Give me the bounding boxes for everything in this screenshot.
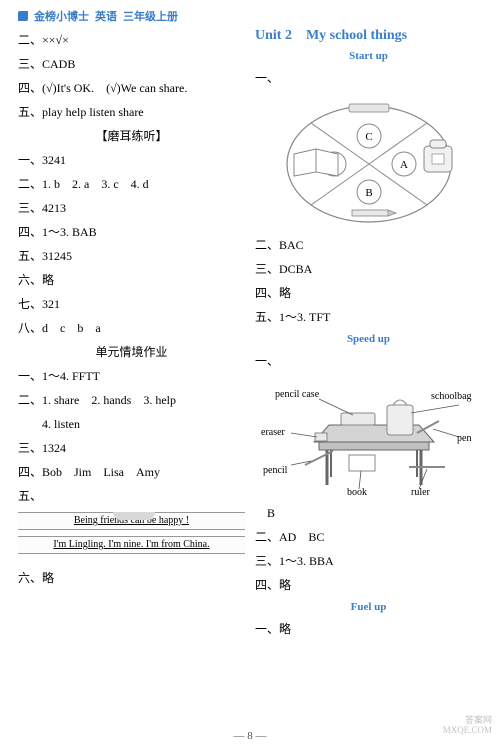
pie-letter-c: C xyxy=(365,131,372,143)
hw-2a: 二、1. share 2. hands 3. help xyxy=(18,388,245,412)
sp-1: 一、 xyxy=(255,349,482,373)
ear-3: 三、4213 xyxy=(18,196,245,220)
fu-1: 一、略 xyxy=(255,617,482,641)
unit-number: Unit 2 xyxy=(255,28,292,43)
fuelup-heading: Fuel up xyxy=(255,601,482,613)
ans-3: 三、CADB xyxy=(18,52,245,76)
hw-1: 一、1～4. FFTT xyxy=(18,364,245,388)
page-number: — 8 — xyxy=(0,730,500,742)
label-pen: pen xyxy=(457,433,471,444)
logo-icon xyxy=(18,11,28,21)
ear-1: 一、3241 xyxy=(18,148,245,172)
sp-3: 三、1～3. BBA xyxy=(255,549,482,573)
hw-5: 五、 xyxy=(18,484,245,508)
startup-heading: Start up xyxy=(255,50,482,62)
clip-icon xyxy=(113,512,155,520)
schoolbag-item-icon xyxy=(387,405,413,435)
unit-title: Unit 2 My school things xyxy=(255,28,482,44)
pie-svg: A B C D xyxy=(274,94,464,229)
unit-name: My school things xyxy=(306,28,407,43)
hw-4: 四、Bob Jim Lisa Amy xyxy=(18,460,245,484)
book-icon xyxy=(294,149,338,176)
ear-6: 六、略 xyxy=(18,268,245,292)
label-pencil-case: pencil case xyxy=(275,389,320,400)
ear-4: 四、1～3. BAB xyxy=(18,220,245,244)
pencil-icon xyxy=(352,210,396,216)
label-pencil: pencil xyxy=(263,465,288,476)
ans-4: 四、(√)It's OK. (√)We can share. xyxy=(18,76,245,100)
ear-5: 五、31245 xyxy=(18,244,245,268)
sp-2: 二、AD BC xyxy=(255,525,482,549)
section-unit-homework: 单元情境作业 xyxy=(18,340,245,364)
header-series: 金榜小博士 xyxy=(34,8,89,24)
sp-4: 四、略 xyxy=(255,573,482,597)
ear-8: 八、d c b a xyxy=(18,316,245,340)
ans-5: 五、play help listen share xyxy=(18,100,245,124)
ruler-icon xyxy=(349,104,389,112)
label-eraser: eraser xyxy=(261,427,286,438)
section-ear: 【磨耳练听】 xyxy=(18,124,245,148)
desk-svg: pencil case eraser pencil book ruler pen… xyxy=(259,377,479,497)
su-4: 四、略 xyxy=(255,281,482,305)
hw-3: 三、1324 xyxy=(18,436,245,460)
ear-7: 七、321 xyxy=(18,292,245,316)
ear-2: 二、1. b 2. a 3. c 4. d xyxy=(18,172,245,196)
su-3: 三、DCBA xyxy=(255,257,482,281)
speedup-heading: Speed up xyxy=(255,333,482,345)
right-column: Unit 2 My school things Start up 一、 A B … xyxy=(255,28,482,641)
writing-line-2: I'm Lingling. I'm nine. I'm from China. xyxy=(18,536,245,554)
su-1: 一、 xyxy=(255,66,482,90)
book-item-icon xyxy=(349,455,375,471)
hw-6: 六、略 xyxy=(18,566,245,590)
page-header: 金榜小博士 英语 三年级上册 xyxy=(0,0,500,28)
su-2: 二、BAC xyxy=(255,233,482,257)
desk-diagram: pencil case eraser pencil book ruler pen… xyxy=(255,377,482,497)
header-subject: 英语 xyxy=(95,8,117,24)
pie-diagram: A B C D xyxy=(255,94,482,229)
ans-2: 二、××√× xyxy=(18,28,245,52)
label-schoolbag: schoolbag xyxy=(431,391,472,402)
left-column: 二、××√× 三、CADB 四、(√)It's OK. (√)We can sh… xyxy=(18,28,245,641)
pie-letter-b: B xyxy=(365,187,372,199)
hw-2b: 4. listen xyxy=(18,412,245,436)
pencil-item-icon xyxy=(305,451,333,465)
sp-b: B xyxy=(255,501,482,525)
watermark: 答案网 MXQE.COM xyxy=(443,716,492,736)
pencilcase-icon xyxy=(341,413,375,425)
su-5: 五、1～3. TFT xyxy=(255,305,482,329)
page-body: 二、××√× 三、CADB 四、(√)It's OK. (√)We can sh… xyxy=(0,28,500,641)
header-grade: 三年级上册 xyxy=(123,8,178,24)
label-ruler: ruler xyxy=(411,487,431,497)
handwriting-box: Being friends can be happy ! I'm Linglin… xyxy=(18,512,245,560)
label-book: book xyxy=(347,487,367,497)
pie-letter-a: A xyxy=(400,159,408,171)
watermark-l2: MXQE.COM xyxy=(443,726,492,736)
